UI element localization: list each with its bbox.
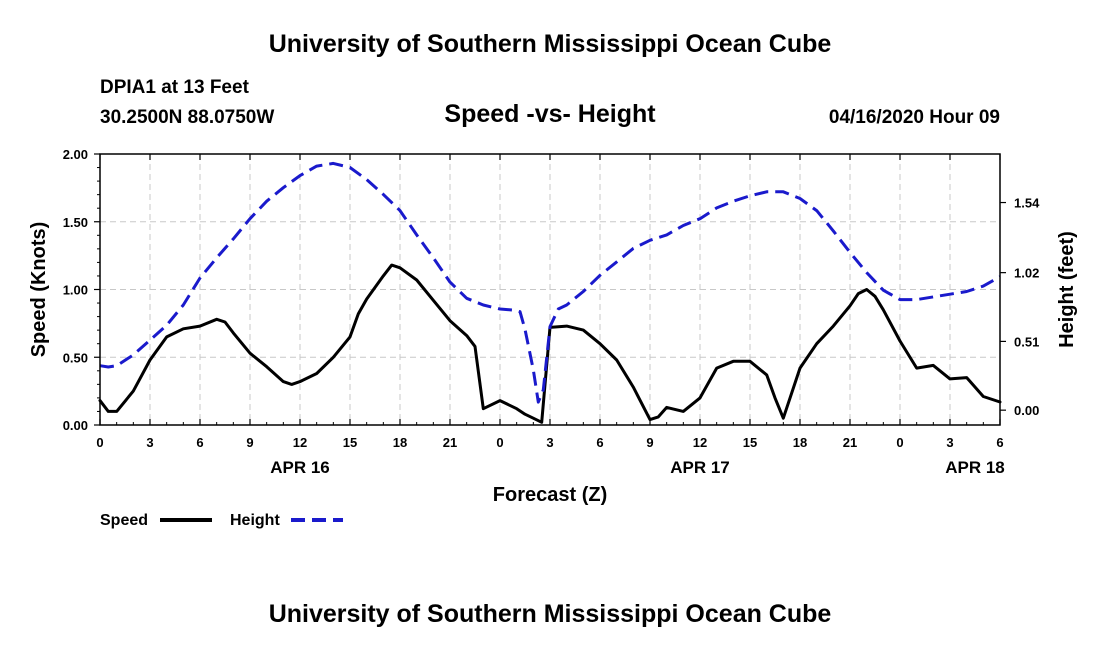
chart-subtitle: Speed -vs- Height bbox=[444, 100, 656, 128]
x-tick-label: 3 bbox=[946, 435, 953, 450]
x-tick-label: 0 bbox=[496, 435, 503, 450]
x-tick-label: 6 bbox=[596, 435, 603, 450]
y-tick-label: 2.00 bbox=[63, 147, 88, 162]
y-tick-label: 0.50 bbox=[63, 350, 88, 365]
x-tick-label: 3 bbox=[146, 435, 153, 450]
y2-tick-label: 1.54 bbox=[1014, 196, 1040, 211]
tick-layer bbox=[94, 153, 1006, 426]
page-title: University of Southern Mississippi Ocean… bbox=[268, 30, 832, 58]
y-tick-label: 1.00 bbox=[63, 283, 88, 298]
y2-tick-label: 0.51 bbox=[1014, 334, 1039, 349]
station-label: DPIA1 at 13 Feet bbox=[100, 77, 249, 98]
y2-axis-title: Height (feet) bbox=[1056, 231, 1078, 348]
x-tick-label: 12 bbox=[693, 435, 707, 450]
x-tick-label: 15 bbox=[743, 435, 757, 450]
x-tick-label: 6 bbox=[196, 435, 203, 450]
x-axis-title: Forecast (Z) bbox=[493, 484, 607, 506]
date-label: APR 18 bbox=[945, 458, 1005, 477]
x-tick-label: 0 bbox=[96, 435, 103, 450]
y2-tick-label: 0.00 bbox=[1014, 403, 1039, 418]
legend-height-label: Height bbox=[230, 512, 280, 529]
y-axis-title: Speed (Knots) bbox=[28, 222, 50, 358]
x-tick-label: 18 bbox=[393, 435, 407, 450]
footer-title: University of Southern Mississippi Ocean… bbox=[268, 600, 832, 628]
x-tick-label: 3 bbox=[546, 435, 553, 450]
height-series-line bbox=[99, 161, 1001, 404]
coordinates-label: 30.2500N 88.0750W bbox=[100, 107, 275, 128]
date-label: APR 16 bbox=[270, 458, 330, 477]
x-tick-label: 9 bbox=[646, 435, 653, 450]
datetime-label: 04/16/2020 Hour 09 bbox=[828, 107, 1000, 128]
x-tick-label: 12 bbox=[293, 435, 307, 450]
grid-lines bbox=[100, 154, 1000, 425]
x-tick-label: 6 bbox=[996, 435, 1003, 450]
x-tick-label: 21 bbox=[443, 435, 457, 450]
date-label: APR 17 bbox=[670, 458, 730, 477]
x-tick-label: 18 bbox=[793, 435, 807, 450]
speed-series-line bbox=[98, 263, 1002, 424]
y-tick-label: 1.50 bbox=[63, 215, 88, 230]
x-tick-label: 0 bbox=[896, 435, 903, 450]
legend-speed-label: Speed bbox=[100, 512, 148, 529]
x-tick-label: 9 bbox=[246, 435, 253, 450]
x-tick-label: 21 bbox=[843, 435, 857, 450]
y-tick-label: 0.00 bbox=[63, 418, 88, 433]
x-tick-label: 15 bbox=[343, 435, 357, 450]
y2-tick-label: 1.02 bbox=[1014, 266, 1039, 281]
series-layer bbox=[98, 161, 1002, 424]
label-layer: 0 3 6 9 12 15 18 21 0 3 6 9 12 15 18 21 0 3 6 0.00 0.50 1.00 1… bbox=[28, 147, 1078, 529]
